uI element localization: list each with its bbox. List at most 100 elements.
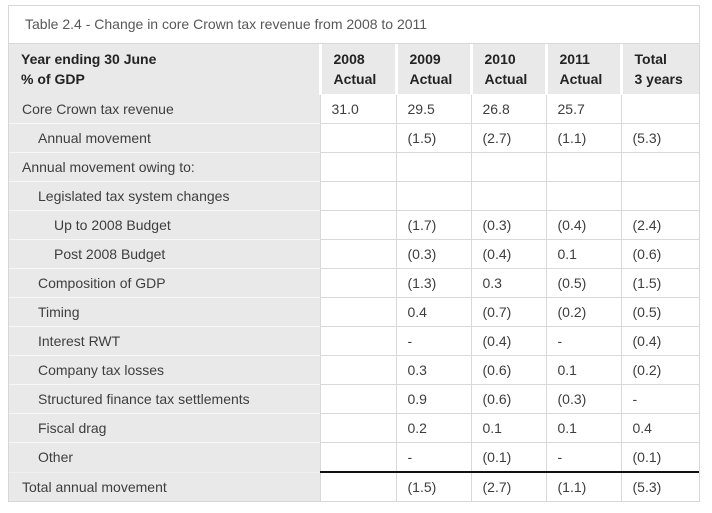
data-cell (319, 210, 396, 240)
data-cell: (2.7) (470, 123, 546, 153)
data-cell (545, 152, 621, 182)
header-col-2008: 2008 Actual (318, 44, 396, 95)
header-col-total: Total 3 years (619, 44, 699, 95)
data-cell: (1.7) (395, 210, 471, 240)
data-cell: 0.1 (545, 413, 621, 443)
header-col-2009: 2009 Actual (394, 44, 471, 95)
row-label: Post 2008 Budget (9, 239, 320, 269)
data-cell: (0.1) (620, 442, 699, 472)
header-col-2010: 2010 Actual (469, 44, 546, 95)
header-row: Year ending 30 June % of GDP 2008 Actual… (9, 44, 699, 95)
data-cell (319, 326, 396, 356)
data-cell: (0.6) (470, 384, 546, 414)
data-cell: - (545, 442, 621, 472)
data-cell: (1.1) (545, 471, 621, 501)
table-row: Other - (0.1) - (0.1) (9, 442, 699, 472)
data-cell (319, 239, 396, 269)
data-cell (319, 384, 396, 414)
table-row: Annual movement owing to: (9, 152, 699, 182)
data-cell (319, 471, 396, 501)
data-cell: (1.1) (545, 123, 621, 153)
header-row-label-line2: % of GDP (21, 71, 85, 87)
data-cell: - (545, 326, 621, 356)
table-row: Core Crown tax revenue 31.0 29.5 26.8 25.7 (9, 94, 699, 124)
table-row: Composition of GDP (1.3) 0.3 (0.5) (1.5) (9, 268, 699, 298)
row-label: Other (9, 442, 320, 472)
table-row: Timing 0.4 (0.7) (0.2) (0.5) (9, 297, 699, 327)
row-label: Core Crown tax revenue (9, 94, 320, 124)
data-cell: (1.5) (395, 123, 471, 153)
data-cell: (0.2) (545, 297, 621, 327)
table-body: Core Crown tax revenue 31.0 29.5 26.8 25.7 An… (9, 94, 699, 501)
data-cell: - (395, 326, 471, 356)
data-cell: (0.6) (470, 355, 546, 385)
data-cell (319, 355, 396, 385)
data-cell: 0.3 (470, 268, 546, 298)
data-cell (470, 152, 546, 182)
table-row: Company tax losses 0.3 (0.6) 0.1 (0.2) (9, 355, 699, 385)
data-cell: (0.4) (470, 326, 546, 356)
data-cell: (1.5) (395, 471, 471, 501)
data-cell: 0.1 (470, 413, 546, 443)
data-cell (319, 268, 396, 298)
data-cell: (0.1) (470, 442, 546, 472)
data-cell: (0.6) (620, 239, 699, 269)
row-label: Composition of GDP (9, 268, 320, 298)
data-cell: 0.4 (620, 413, 699, 443)
data-cell (620, 181, 699, 211)
row-label: Structured finance tax settlements (9, 384, 320, 414)
data-cell: (2.7) (470, 471, 546, 501)
data-cell: (1.5) (620, 268, 699, 298)
data-cell (319, 123, 396, 153)
table-row: Total annual movement (1.5) (2.7) (1.1) (5.3… (9, 471, 699, 501)
data-cell: (0.5) (620, 297, 699, 327)
data-cell (620, 94, 699, 124)
table-card: Table 2.4 - Change in core Crown tax rev… (8, 5, 700, 502)
row-label: Company tax losses (9, 355, 320, 385)
table-row: Structured finance tax settlements 0.9 (0.… (9, 384, 699, 414)
row-label: Up to 2008 Budget (9, 210, 320, 240)
table-title: Table 2.4 - Change in core Crown tax rev… (9, 6, 699, 44)
row-label: Annual movement (9, 123, 320, 153)
data-cell: 26.8 (470, 94, 546, 124)
data-cell: (0.3) (545, 384, 621, 414)
data-cell (319, 442, 396, 472)
data-cell (319, 152, 396, 182)
data-cell: (1.3) (395, 268, 471, 298)
data-cell (470, 181, 546, 211)
table-row: Interest RWT - (0.4) - (0.4) (9, 326, 699, 356)
row-label: Timing (9, 297, 320, 327)
data-cell (395, 181, 471, 211)
data-cell: 31.0 (319, 94, 396, 124)
data-cell: 0.1 (545, 239, 621, 269)
row-label: Total annual movement (9, 471, 320, 501)
table-row: Annual movement (1.5) (2.7) (1.1) (5.3) (9, 123, 699, 153)
table-row: Up to 2008 Budget (1.7) (0.3) (0.4) (2.4) (9, 210, 699, 240)
table-row: Legislated tax system changes (9, 181, 699, 211)
header-row-label: Year ending 30 June % of GDP (9, 44, 320, 95)
data-cell: (0.3) (395, 239, 471, 269)
data-cell (319, 181, 396, 211)
data-cell (319, 297, 396, 327)
row-label: Annual movement owing to: (9, 152, 320, 182)
table-header: Year ending 30 June % of GDP 2008 Actual… (9, 44, 699, 95)
data-cell: - (620, 384, 699, 414)
data-cell: (0.2) (620, 355, 699, 385)
data-cell: (5.3) (620, 471, 699, 501)
data-cell: (0.3) (470, 210, 546, 240)
data-cell (319, 413, 396, 443)
data-cell: (2.4) (620, 210, 699, 240)
data-cell (545, 181, 621, 211)
data-cell: (0.4) (545, 210, 621, 240)
data-table: Year ending 30 June % of GDP 2008 Actual… (9, 44, 699, 501)
table-row: Post 2008 Budget (0.3) (0.4) 0.1 (0.6) (9, 239, 699, 269)
header-row-label-line1: Year ending 30 June (21, 51, 157, 67)
row-label: Interest RWT (9, 326, 320, 356)
data-cell: 0.1 (545, 355, 621, 385)
data-cell: 25.7 (545, 94, 621, 124)
row-label: Legislated tax system changes (9, 181, 320, 211)
header-col-2011: 2011 Actual (544, 44, 621, 95)
data-cell: (0.5) (545, 268, 621, 298)
data-cell: - (395, 442, 471, 472)
data-cell: 0.4 (395, 297, 471, 327)
